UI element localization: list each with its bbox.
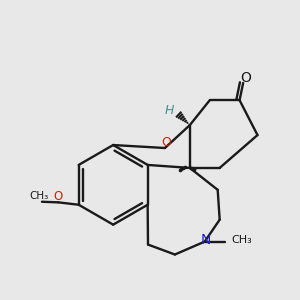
Text: CH₃: CH₃ [232, 236, 252, 245]
Text: O: O [161, 136, 171, 149]
Text: O: O [240, 70, 251, 85]
Text: CH₃: CH₃ [29, 191, 49, 201]
Text: O: O [53, 190, 63, 203]
Text: H: H [164, 104, 174, 117]
Text: N: N [200, 233, 211, 247]
